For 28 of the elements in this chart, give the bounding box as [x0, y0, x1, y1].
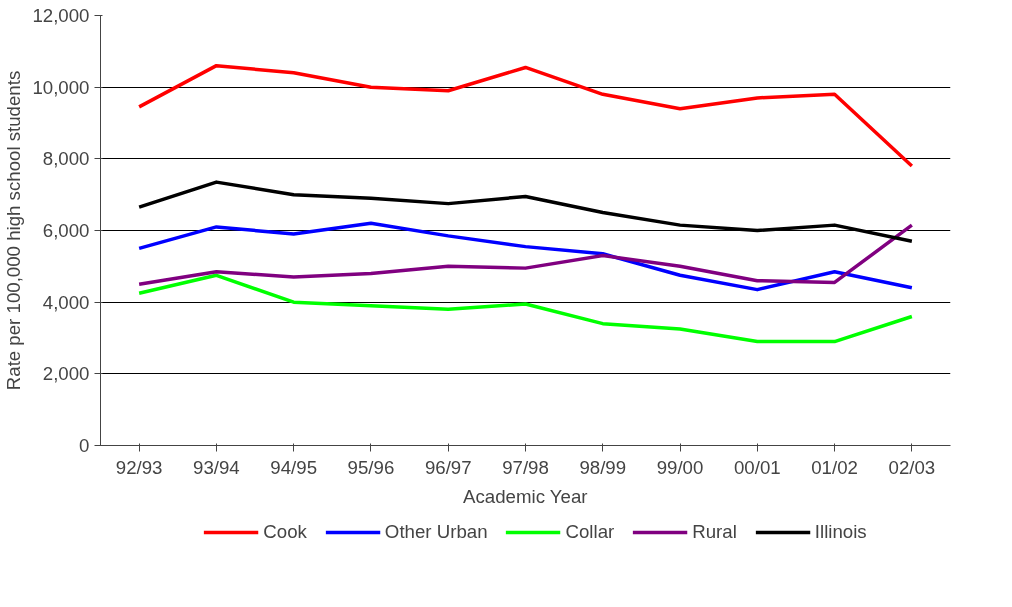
y-tick-label: 10,000	[32, 76, 90, 98]
x-axis-title: Academic Year	[463, 485, 588, 507]
legend-label: Cook	[263, 520, 307, 543]
legend-label: Other Urban	[384, 520, 488, 543]
x-tick-label: 95/96	[347, 456, 395, 478]
x-tick-label: 98/99	[579, 456, 627, 478]
y-tick-label: 2,000	[42, 363, 90, 385]
legend-label: Rural	[692, 520, 737, 543]
x-tick-label: 94/95	[270, 456, 318, 478]
x-tick-label: 01/02	[811, 456, 858, 478]
y-axis-title: Rate per 100,000 high school students	[3, 70, 25, 391]
x-tick-label: 96/97	[424, 456, 472, 478]
x-tick-label: 92/93	[115, 456, 163, 478]
y-tick-label: 6,000	[42, 220, 90, 241]
y-tick-label: 8,000	[42, 148, 90, 170]
x-tick-label: 00/01	[733, 456, 781, 478]
y-tick-label: 12,000	[32, 5, 90, 26]
legend-label: Illinois	[814, 520, 867, 543]
x-tick-label: 99/00	[656, 456, 704, 478]
x-tick-label: 02/03	[888, 456, 936, 478]
y-tick-label: 0	[79, 435, 90, 456]
line-series	[137, 63, 914, 168]
line-series	[137, 273, 914, 344]
x-tick-label: 97/98	[502, 456, 549, 478]
line-series	[137, 180, 914, 243]
legend-label: Collar	[565, 520, 615, 543]
x-tick-label: 93/94	[193, 456, 240, 478]
y-tick-label: 4,000	[42, 291, 90, 313]
